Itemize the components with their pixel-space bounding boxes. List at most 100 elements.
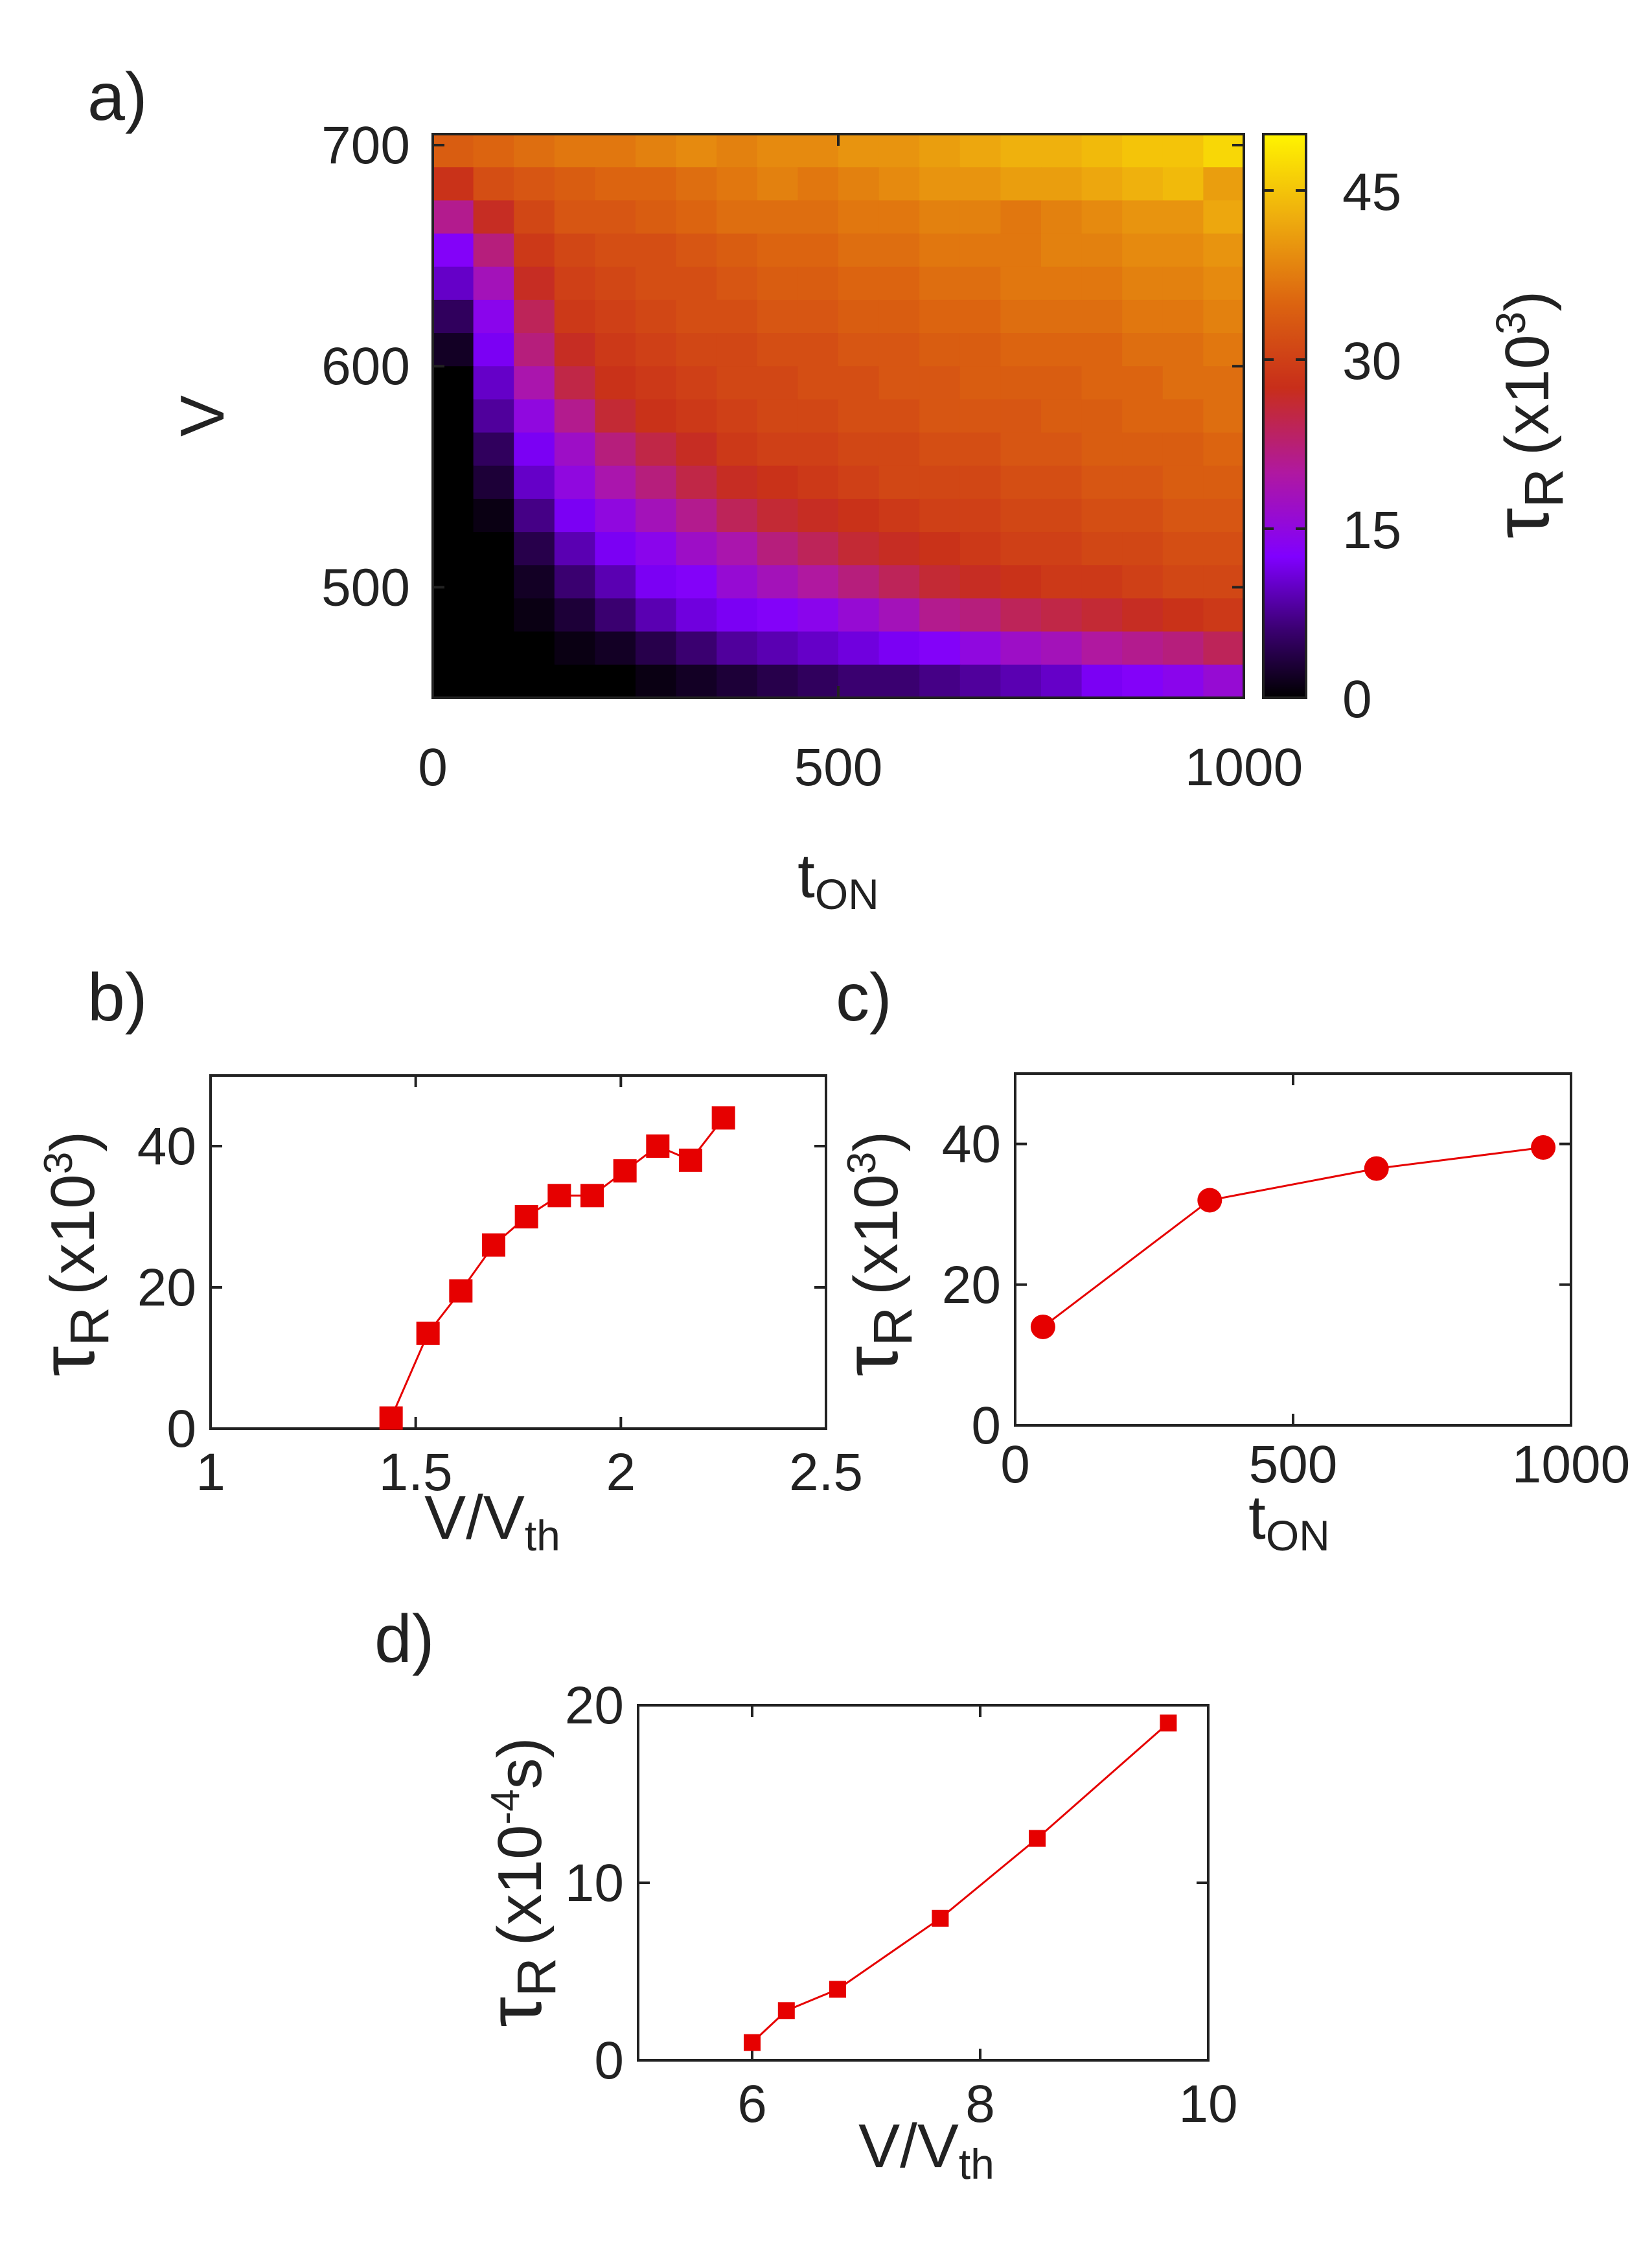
heatmap-cell	[1000, 498, 1042, 533]
heatmap-cell	[1203, 598, 1245, 632]
heatmap-cell	[797, 598, 839, 632]
data-point	[679, 1148, 702, 1172]
heatmap-cell	[797, 233, 839, 268]
heatmap-cell	[595, 266, 636, 301]
heatmap-cell	[676, 200, 717, 235]
heatmap-cell	[636, 498, 677, 533]
heatmap-cell	[757, 167, 799, 201]
heatmap-cell	[1000, 134, 1042, 168]
heatmap-cell	[1122, 200, 1164, 235]
heatmap-cell	[878, 134, 920, 168]
heatmap-cell	[1041, 200, 1083, 235]
heatmap-cell	[554, 299, 596, 334]
colorbar-tick-label: 15	[1342, 501, 1401, 560]
heatmap-cell	[676, 465, 717, 500]
heatmap-cell	[1081, 631, 1123, 665]
heatmap-cell	[959, 598, 1002, 632]
heatmap-cell	[757, 498, 799, 533]
heatmap-cell	[595, 399, 636, 433]
heatmap-cell	[959, 432, 1002, 466]
colorbar-label: τR(x103)	[1478, 291, 1574, 538]
heatmap-cell	[676, 167, 717, 201]
heatmap-cell	[959, 532, 1002, 566]
heatmap-cell	[433, 399, 474, 433]
heatmap-cell	[1122, 366, 1164, 400]
heatmap-cell	[1162, 366, 1204, 400]
heatmap-cell	[1081, 664, 1123, 698]
heatmap-cell	[1162, 598, 1204, 632]
panel-b-frame	[209, 1074, 827, 1430]
heatmap-cell	[595, 200, 636, 235]
heatmap-cell	[1041, 233, 1083, 268]
heatmap-cell	[919, 167, 961, 201]
panel-d-data	[744, 1714, 1177, 2051]
heatmap-cell	[878, 233, 920, 268]
heatmap-cell	[919, 233, 961, 268]
heatmap-cell	[1122, 565, 1164, 599]
heatmap-cell	[878, 432, 920, 466]
heatmap-cell	[959, 200, 1002, 235]
heatmap-cell	[473, 631, 514, 665]
heatmap-cell	[433, 598, 474, 632]
heatmap-cell	[595, 465, 636, 500]
heatmap-cell	[554, 366, 596, 400]
heatmap-cell	[838, 333, 880, 367]
heatmap-cell	[1162, 200, 1204, 235]
panel-c-y-label: τR(x103)	[829, 1131, 923, 1377]
heatmap-cell	[1041, 333, 1083, 367]
heatmap-cell	[1000, 532, 1042, 566]
heatmap-cell	[1162, 565, 1204, 599]
heatmap-cell	[959, 565, 1002, 599]
heatmap-cell	[1000, 432, 1042, 466]
heatmap-cell	[1122, 233, 1164, 268]
heatmap-cell	[1203, 565, 1245, 599]
data-point	[829, 1981, 846, 1998]
heatmap-cell	[514, 233, 555, 268]
heatmap-cell	[473, 664, 514, 698]
heatmap-cell	[636, 200, 677, 235]
heatmap-cell	[433, 631, 474, 665]
heatmap-cell	[1081, 167, 1123, 201]
data-point	[1197, 1188, 1222, 1213]
heatmap-cell	[676, 631, 717, 665]
heatmap-cell	[636, 299, 677, 334]
heatmap-cell	[717, 664, 758, 698]
heatmap-cell	[473, 333, 514, 367]
heatmap-cell	[1122, 266, 1164, 301]
heatmap-cell	[959, 498, 1002, 533]
heatmap-cell	[554, 598, 596, 632]
heatmap-cell	[878, 399, 920, 433]
y-tick-label: 10	[565, 1854, 624, 1913]
heatmap-cell	[919, 399, 961, 433]
heatmap-cell	[1122, 598, 1164, 632]
heatmap-cell	[514, 299, 555, 334]
panel-d-y-label: τR(x10-4s)	[472, 1737, 567, 2027]
heatmap-cell	[1203, 366, 1245, 400]
colorbar-frame	[1262, 133, 1307, 699]
heatmap-cell	[878, 266, 920, 301]
heatmap-cell	[797, 465, 839, 500]
x-tick-label: 10	[1178, 2075, 1237, 2134]
heatmap-cell	[1000, 266, 1042, 301]
heatmap-cell	[514, 134, 555, 168]
heatmap-cell	[1000, 664, 1042, 698]
heatmap-cell	[636, 366, 677, 400]
heatmap-cell	[636, 167, 677, 201]
heatmap-cell	[595, 631, 636, 665]
heatmap-cell	[554, 200, 596, 235]
heatmap-cell	[554, 134, 596, 168]
heatmap-cell	[797, 266, 839, 301]
heatmap-cell	[473, 134, 514, 168]
colorbar-tick-label: 30	[1342, 332, 1401, 391]
heatmap-cell	[636, 399, 677, 433]
heatmap-cell	[1000, 399, 1042, 433]
y-tick-label: 0	[166, 1399, 196, 1458]
heatmap-axes: 0 500 1000 500 600 700	[321, 116, 1303, 797]
heatmap-cell	[797, 200, 839, 235]
heatmap-cell	[919, 299, 961, 334]
heatmap-cell	[433, 233, 474, 268]
heatmap-cell	[1041, 299, 1083, 334]
heatmap-cell	[1122, 664, 1164, 698]
heatmap-cell	[554, 167, 596, 201]
panel-label-b: b)	[87, 960, 147, 1035]
